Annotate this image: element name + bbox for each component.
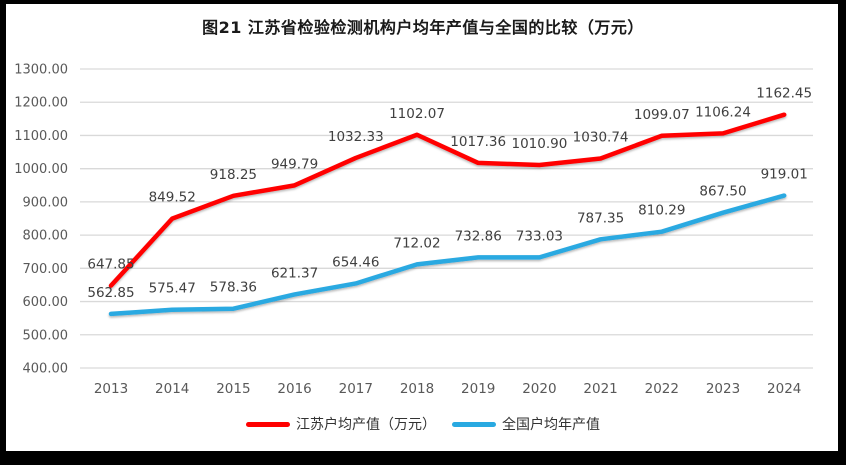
- x-tick-label: 2018: [400, 381, 434, 397]
- x-tick-label: 2020: [522, 381, 556, 397]
- x-tick-label: 2017: [339, 381, 373, 397]
- data-label-series0: 918.25: [210, 167, 257, 183]
- legend-label-jiangsu: 江苏户均产值（万元）: [296, 417, 436, 433]
- data-label-series0: 1032.33: [328, 129, 384, 145]
- y-tick-label: 1000.00: [14, 162, 68, 177]
- x-tick-label: 2022: [645, 381, 679, 397]
- data-label-series1: 712.02: [393, 235, 440, 251]
- y-tick-label: 500.00: [23, 328, 69, 343]
- data-label-series0: 1106.24: [695, 104, 751, 120]
- data-label-series0: 949.79: [271, 156, 318, 172]
- legend: 江苏户均产值（万元） 全国户均年产值: [0, 414, 846, 434]
- x-tick-label: 2015: [216, 381, 250, 397]
- data-label-series1: 867.50: [699, 184, 746, 200]
- legend-line-swatch-national: [452, 421, 496, 427]
- y-tick-label: 1100.00: [14, 129, 68, 144]
- data-label-series1: 621.37: [271, 265, 318, 281]
- legend-item-jiangsu: 江苏户均产值（万元）: [246, 414, 436, 434]
- y-tick-label: 800.00: [23, 229, 69, 244]
- series-line-0: [108, 112, 787, 288]
- data-label-series1: 919.01: [761, 167, 808, 183]
- data-label-series1: 578.36: [210, 280, 257, 296]
- y-tick-label: 1200.00: [14, 96, 68, 111]
- data-label-series0: 1017.36: [450, 134, 506, 150]
- y-tick-label: 1300.00: [14, 63, 68, 78]
- x-tick-label: 2024: [767, 381, 801, 397]
- data-label-series1: 732.86: [455, 228, 502, 244]
- data-label-series0: 1162.45: [756, 86, 812, 102]
- data-label-series1: 575.47: [149, 281, 196, 297]
- data-label-series0: 1030.74: [573, 129, 629, 145]
- data-label-series0: 849.52: [149, 190, 196, 206]
- x-tick-label: 2016: [277, 381, 311, 397]
- series-line-1: [108, 193, 787, 317]
- y-tick-label: 900.00: [23, 195, 69, 210]
- data-label-series1: 810.29: [638, 203, 685, 219]
- chart-canvas: [6, 4, 838, 451]
- y-tick-label: 700.00: [23, 262, 69, 277]
- legend-item-national: 全国户均年产值: [452, 414, 600, 434]
- data-label-series1: 654.46: [332, 254, 379, 270]
- data-label-series0: 1010.90: [511, 136, 567, 152]
- data-label-series0: 1102.07: [389, 106, 445, 122]
- legend-line-swatch-jiangsu: [246, 421, 290, 427]
- data-label-series1: 733.03: [516, 228, 563, 244]
- x-tick-label: 2014: [155, 381, 189, 397]
- x-tick-label: 2021: [583, 381, 617, 397]
- chart-title: 图21 江苏省检验检测机构户均年产值与全国的比较（万元）: [202, 18, 644, 37]
- data-label-series0: 1099.07: [634, 107, 690, 123]
- y-tick-label: 600.00: [23, 295, 69, 310]
- data-label-series1: 562.85: [87, 285, 134, 301]
- x-tick-label: 2019: [461, 381, 495, 397]
- data-label-series1: 787.35: [577, 210, 624, 226]
- data-label-series0: 647.85: [87, 257, 134, 273]
- x-tick-label: 2013: [94, 381, 128, 397]
- x-tick-label: 2023: [706, 381, 740, 397]
- legend-label-national: 全国户均年产值: [502, 417, 600, 433]
- y-tick-label: 400.00: [23, 362, 69, 377]
